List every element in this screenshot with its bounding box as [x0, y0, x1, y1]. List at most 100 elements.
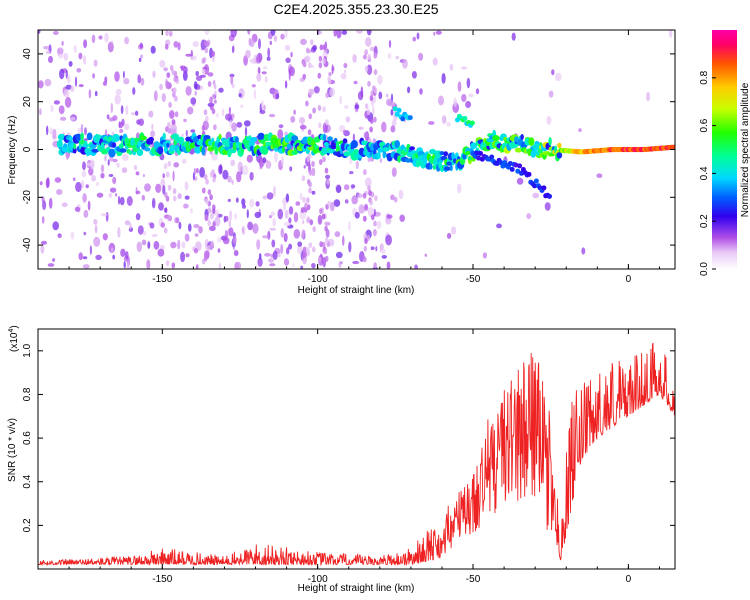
- spectrogram-speckle: [306, 217, 310, 224]
- spectrogram-speckle: [227, 198, 231, 203]
- spectrogram-speckle: [266, 192, 274, 200]
- spectrogram-speckle: [307, 129, 312, 136]
- spectrogram-ridge-cell: [467, 156, 472, 161]
- spectrogram-speckle: [162, 173, 165, 179]
- spectrogram-speckle: [245, 49, 251, 59]
- spectrogram-speckle: [73, 44, 77, 54]
- spectrogram-speckle: [230, 30, 237, 38]
- spectrogram-speckle: [201, 125, 206, 131]
- spectrogram-speckle: [84, 127, 87, 136]
- spectrogram-speckle: [331, 66, 335, 72]
- spectrogram-speckle: [374, 195, 378, 202]
- spectrogram-speckle: [222, 169, 229, 180]
- spectrogram-ridge-cell: [82, 143, 89, 148]
- spectrogram-branch-cell: [489, 154, 495, 160]
- spectrogram-speckle: [348, 221, 351, 232]
- spectrogram-speckle: [366, 235, 371, 241]
- spectrogram-speckle: [70, 85, 75, 93]
- spectrogram-speckle: [115, 88, 122, 96]
- spectrogram-ridge-cell: [68, 136, 73, 142]
- spectrogram-speckle: [288, 66, 295, 77]
- spectrogram-speckle: [295, 201, 301, 206]
- spectrogram-speckle: [435, 30, 442, 35]
- spectrogram-speckle: [107, 159, 110, 166]
- spectrogram-speckle: [236, 171, 242, 183]
- spectrogram-speckle: [259, 158, 264, 169]
- spectrogram-speckle: [207, 220, 212, 227]
- spectrogram-speckle: [139, 42, 144, 49]
- spectrogram-speckle: [433, 31, 436, 36]
- spectrogram-speckle: [112, 158, 118, 163]
- spectrogram-speckle: [308, 88, 313, 95]
- spectrogram-speckle: [140, 54, 144, 59]
- spectrogram-speckle: [369, 95, 374, 102]
- spectrogram-speckle: [201, 57, 206, 64]
- spectrogram-speckle: [96, 192, 104, 198]
- spectrogram-speckle: [57, 47, 64, 55]
- spectrogram-speckle: [209, 96, 213, 104]
- spectrogram-speckle: [105, 211, 109, 222]
- spectrogram-speckle: [318, 256, 322, 263]
- spectrogram-speckle: [137, 225, 144, 235]
- spectrogram-speckle: [441, 73, 446, 84]
- spectrogram-speckle: [204, 30, 210, 36]
- spectrogram-speckle: [57, 233, 62, 239]
- spectrogram-speckle: [267, 258, 275, 263]
- spectrogram-speckle: [416, 32, 420, 40]
- spectrogram-speckle: [211, 108, 216, 115]
- spectrogram-speckle: [141, 194, 145, 201]
- spectrogram-speckle: [446, 232, 452, 239]
- spectrogram-speckle: [449, 63, 454, 71]
- spectrogram-speckle: [211, 50, 216, 57]
- spectrogram-speckle: [95, 182, 99, 187]
- spectrogram-speckle: [247, 221, 254, 231]
- spectrogram-speckle: [381, 255, 387, 259]
- spectrogram-speckle: [78, 252, 83, 261]
- spectrogram-speckle: [327, 78, 332, 85]
- spectrogram-speckle: [451, 226, 457, 235]
- spectrogram-speckle: [305, 47, 310, 54]
- spectrogram-ridge-cell: [149, 139, 154, 145]
- spectrogram-speckle: [544, 202, 551, 211]
- spectrogram-speckle: [224, 229, 228, 240]
- spectrogram-speckle: [373, 116, 377, 123]
- spectrogram-ridge-cell: [514, 147, 523, 153]
- spectrogram-speckle: [234, 261, 242, 269]
- spectrogram-speckle: [262, 195, 268, 200]
- spectrogram-speckle: [151, 233, 158, 238]
- spectrogram-speckle: [209, 244, 213, 251]
- spectrogram-speckle: [148, 110, 154, 118]
- spectrogram-branch-cell: [533, 178, 539, 184]
- spectrogram-speckle: [256, 72, 262, 82]
- spectrogram-speckle: [202, 68, 206, 75]
- spectrogram-speckle: [202, 187, 206, 194]
- spectrogram-speckle: [205, 178, 209, 185]
- spectrogram-speckle: [269, 113, 276, 118]
- spectrogram-branch-cell: [526, 171, 532, 177]
- spectrogram-speckle: [293, 229, 301, 239]
- spectrogram-speckle: [325, 119, 329, 126]
- spectrogram-speckle: [122, 153, 129, 161]
- spectrogram-speckle: [386, 214, 393, 219]
- spectrogram-speckle: [170, 241, 177, 249]
- spectrogram-speckle: [134, 110, 139, 116]
- spectrogram-speckle: [195, 70, 199, 77]
- spectrogram-speckle: [381, 121, 387, 133]
- spectrogram-ridge-cell: [376, 152, 381, 159]
- spectrogram-speckle: [81, 180, 84, 189]
- spectrogram-speckle: [228, 106, 231, 115]
- spectrogram-speckle: [184, 195, 190, 200]
- spectrogram-speckle: [269, 40, 272, 46]
- spectrogram-speckle: [100, 172, 105, 179]
- spectrogram-ridge-cell: [443, 166, 452, 171]
- colorbar-tick-label: 0.8: [699, 70, 710, 84]
- spectrogram-speckle: [82, 264, 90, 269]
- spectrogram-speckle: [319, 159, 323, 165]
- spectrogram-speckle: [98, 35, 103, 40]
- spectrogram-speckle: [308, 113, 313, 120]
- spectrogram-speckle: [457, 183, 462, 194]
- spectrogram-ridge-cell: [235, 136, 239, 144]
- spectrogram-speckle: [38, 80, 44, 89]
- spectrogram-speckle: [195, 168, 199, 174]
- spectrogram-speckle: [167, 184, 172, 191]
